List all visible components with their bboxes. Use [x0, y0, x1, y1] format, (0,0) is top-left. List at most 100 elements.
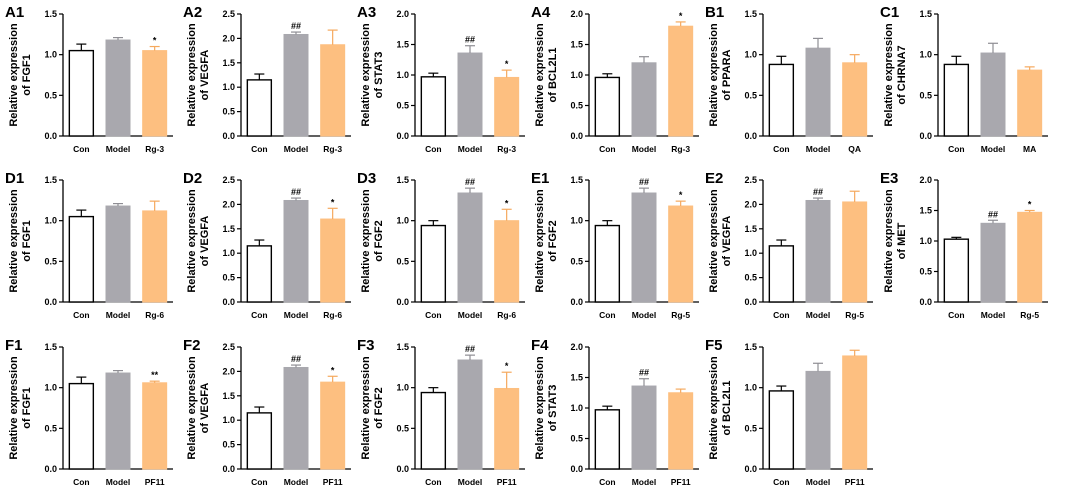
x-category-label: QA — [848, 144, 861, 154]
panel-label: D2 — [183, 170, 202, 187]
y-tick-label: 1.0 — [396, 70, 409, 80]
x-category-label: Model — [632, 144, 657, 154]
bar-model — [283, 33, 309, 137]
y-tick-label: 1.0 — [396, 216, 409, 226]
y-axis-label-line: of FGF1 — [21, 220, 33, 262]
y-tick-label: 0.0 — [570, 297, 583, 307]
panel-a2: A2 Relative expressionof VEGFA 0.0 0.5 1.0 1.… — [183, 4, 351, 154]
x-category-label: MA — [1023, 144, 1036, 154]
y-tick-label: 1.0 — [44, 383, 57, 393]
y-axis-label-line: of FGF1 — [21, 54, 33, 96]
y-tick-label: 1.0 — [744, 248, 757, 258]
x-category-label: Model — [981, 310, 1006, 320]
panel-label: F5 — [705, 337, 723, 354]
y-tick-label: 2.0 — [222, 33, 235, 43]
x-category-label: Rg-5 — [671, 310, 690, 320]
y-axis-label-line: of PPARA — [721, 49, 733, 100]
x-category-label: Con — [251, 144, 268, 154]
x-category-label: Model — [284, 144, 309, 154]
significance-marker: * — [505, 198, 509, 208]
y-axis-label: Relative expressionof FGF1 — [8, 189, 33, 293]
y-tick-label: 0.5 — [744, 423, 757, 433]
y-axis-label-line: of FGF2 — [373, 220, 385, 262]
y-tick-label: 0.0 — [919, 131, 932, 141]
panel-label: B1 — [705, 4, 724, 21]
x-category-label: Rg-3 — [145, 144, 164, 154]
y-axis-label: Relative expressionof PPARA — [708, 23, 733, 127]
y-axis-label-line: of FGF2 — [547, 220, 559, 262]
y-tick-label: 1.0 — [44, 216, 57, 226]
bar-model — [631, 192, 657, 303]
significance-marker: ** — [151, 370, 159, 380]
y-axis-label: Relative expressionof MET — [883, 189, 908, 293]
panel-label: E3 — [880, 170, 898, 187]
y-tick-label: 2.0 — [919, 175, 932, 185]
y-tick-label: 1.5 — [570, 175, 583, 185]
significance-marker: ## — [465, 35, 475, 45]
y-tick-label: 0.5 — [744, 273, 757, 283]
panel-a3: A3 Relative expressionof STAT3 0.0 0.5 1.0 1.… — [357, 4, 525, 154]
x-category-label: Model — [632, 477, 657, 487]
significance-marker: ## — [988, 209, 998, 219]
y-axis-label: Relative expressionof VEGFA — [186, 356, 211, 460]
y-tick-label: 0.5 — [44, 90, 57, 100]
x-category-label: Model — [458, 310, 483, 320]
bar-model — [980, 52, 1006, 137]
y-tick-label: 1.5 — [44, 175, 57, 185]
bar-model — [283, 366, 309, 470]
y-tick-label: 0.5 — [570, 434, 583, 444]
bar-qa — [842, 62, 868, 137]
y-tick-label: 2.5 — [222, 175, 235, 185]
x-category-label: Con — [599, 310, 616, 320]
y-tick-label: 0.5 — [222, 273, 235, 283]
y-tick-label: 0.0 — [44, 131, 57, 141]
x-category-label: Con — [599, 477, 616, 487]
bar-con — [68, 215, 95, 303]
y-tick-label: 0.5 — [44, 256, 57, 266]
y-tick-label: 2.5 — [744, 175, 757, 185]
x-category-label: Con — [599, 144, 616, 154]
x-category-label: Model — [106, 144, 131, 154]
significance-marker: * — [153, 36, 157, 46]
y-tick-label: 1.0 — [744, 50, 757, 60]
y-axis-label: Relative expressionof VEGFA — [186, 23, 211, 127]
y-tick-label: 2.0 — [570, 9, 583, 19]
significance-marker: ## — [291, 354, 301, 364]
y-axis-label-line: of STAT3 — [373, 52, 385, 99]
y-tick-label: 2.5 — [222, 342, 235, 352]
x-category-label: Rg-3 — [671, 144, 690, 154]
significance-marker: * — [331, 197, 335, 207]
y-tick-label: 1.5 — [396, 175, 409, 185]
y-axis-label-line: of FGF1 — [21, 387, 33, 429]
panel-f4: F4 Relative expressionof STAT3 0.0 0.5 1.0 1.… — [531, 337, 699, 487]
bar-con — [594, 76, 621, 137]
panel-label: A2 — [183, 4, 202, 21]
significance-marker: ## — [639, 177, 649, 187]
panel-label: F1 — [5, 337, 23, 354]
y-tick-label: 1.5 — [44, 342, 57, 352]
bar-pf11 — [842, 355, 868, 470]
x-category-label: Model — [458, 477, 483, 487]
bar-con — [943, 238, 970, 303]
panel-e2: E2 Relative expressionof VEGFA 0.0 0.5 1.0 1.… — [705, 170, 873, 320]
panel-label: F4 — [531, 337, 549, 354]
significance-marker: ## — [639, 368, 649, 378]
y-tick-label: 0.0 — [744, 131, 757, 141]
bar-model — [805, 199, 831, 303]
significance-marker: * — [505, 361, 509, 371]
y-axis-label-line: Relative expression — [360, 356, 372, 460]
y-axis-label: Relative expressionof FGF2 — [534, 189, 559, 293]
y-tick-label: 2.0 — [744, 199, 757, 209]
y-tick-label: 2.0 — [222, 199, 235, 209]
y-axis-label: Relative expressionof STAT3 — [534, 356, 559, 460]
y-axis-label-line: of STAT3 — [547, 385, 559, 432]
y-tick-label: 2.0 — [396, 9, 409, 19]
panel-e1: E1 Relative expressionof FGF2 0.0 0.5 1.0 1.5… — [531, 170, 699, 320]
x-category-label: PF11 — [845, 477, 865, 487]
y-tick-label: 1.0 — [222, 248, 235, 258]
x-category-label: PF11 — [497, 477, 517, 487]
y-axis-label: Relative expressionof FGF2 — [360, 189, 385, 293]
y-tick-label: 1.0 — [570, 216, 583, 226]
bar-model — [805, 47, 831, 137]
bar-model — [631, 385, 657, 470]
